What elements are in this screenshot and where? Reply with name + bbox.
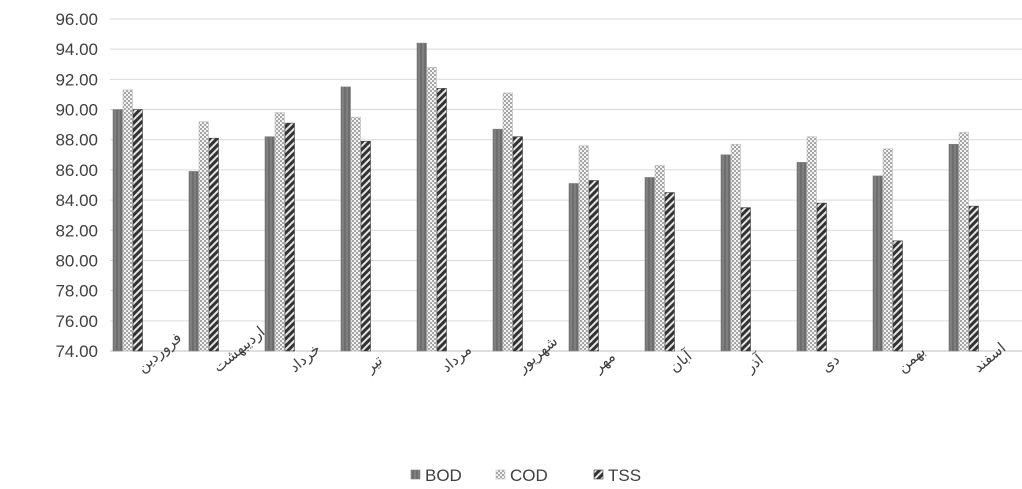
category-label: تیر: [361, 351, 386, 376]
legend-label-bod: BOD: [425, 466, 462, 485]
y-tick-label: 80.00: [55, 251, 98, 270]
category-label: دی: [818, 350, 844, 376]
gridlines: [110, 18, 1022, 352]
legend-swatch-tss: [593, 469, 604, 480]
bar-cod: [958, 131, 969, 352]
y-tick-label: 86.00: [55, 161, 98, 180]
bar-cod: [198, 121, 209, 352]
bar-cod: [654, 165, 665, 352]
bar-bod: [872, 175, 883, 352]
y-tick-label: 88.00: [55, 131, 98, 150]
category-label: مهر: [589, 347, 619, 376]
y-tick-label: 90.00: [55, 101, 98, 120]
bar-bod: [644, 177, 655, 352]
bar-cod: [730, 143, 741, 352]
legend-swatch-cod: [495, 469, 506, 480]
bar-cod: [122, 89, 133, 352]
bar-tss: [892, 240, 903, 352]
bar-cod: [578, 145, 589, 352]
bar-bod: [188, 171, 199, 352]
bar-bod: [568, 183, 579, 352]
bar-cod: [882, 148, 893, 352]
bar-bod: [264, 136, 275, 352]
y-tick-label: 74.00: [55, 342, 98, 361]
bar-bod: [492, 128, 503, 352]
y-tick-label: 82.00: [55, 221, 98, 240]
bar-tss: [740, 207, 751, 352]
bar-tss: [360, 140, 371, 352]
bar-cod: [350, 116, 361, 352]
legend-swatch-bod: [410, 469, 421, 480]
bar-tss: [588, 180, 599, 352]
bar-tss: [816, 202, 827, 352]
bar-cod: [806, 136, 817, 352]
bar-bod: [340, 86, 351, 352]
bar-bod: [720, 154, 731, 352]
y-tick-label: 76.00: [55, 312, 98, 331]
y-tick-label: 96.00: [55, 10, 98, 29]
bar-bod: [796, 162, 807, 352]
category-label: آذر: [741, 350, 768, 377]
y-tick-label: 94.00: [55, 40, 98, 59]
bar-tss: [208, 137, 219, 352]
bar-tss: [132, 109, 143, 352]
y-axis-ticks: 74.00 76.00 78.00 80.00 82.00 84.00 86.00 88.00…: [55, 10, 98, 361]
bar-bod: [948, 143, 959, 352]
bar-tss: [436, 88, 447, 352]
y-tick-label: 84.00: [55, 191, 98, 210]
bar-tss: [512, 136, 523, 352]
bar-cod: [426, 66, 437, 352]
legend: BOD COD TSS: [410, 466, 641, 485]
bar-tss: [664, 192, 675, 352]
y-tick-label: 92.00: [55, 70, 98, 89]
legend-label-tss: TSS: [608, 466, 641, 485]
bar-cod: [502, 92, 513, 352]
bars: [112, 42, 979, 352]
legend-label-cod: COD: [510, 466, 548, 485]
bar-tss: [284, 122, 295, 352]
bar-tss: [968, 205, 979, 352]
bar-bod: [416, 42, 427, 352]
bar-bod: [112, 109, 123, 352]
bar-cod: [274, 112, 285, 352]
y-tick-label: 78.00: [55, 282, 98, 301]
